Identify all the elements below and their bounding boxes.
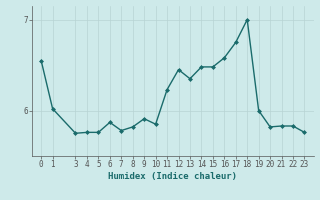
X-axis label: Humidex (Indice chaleur): Humidex (Indice chaleur)	[108, 172, 237, 181]
